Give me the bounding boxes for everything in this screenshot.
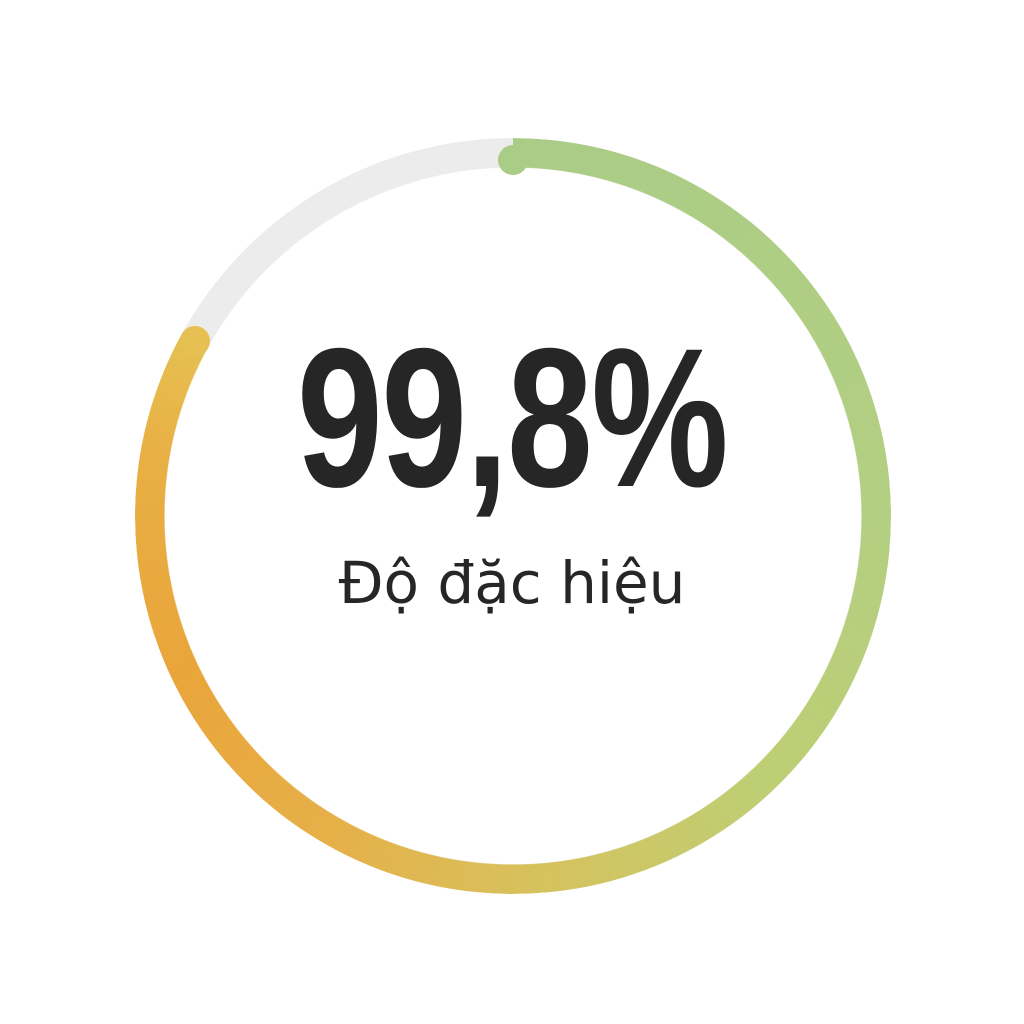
gauge-value: 99,8% [296,307,729,528]
ring-fill-arc [135,138,891,894]
arc-start-cap [498,145,528,175]
arc-end-cap [179,326,210,357]
gauge-label: Độ đặc hiệu [338,549,686,617]
